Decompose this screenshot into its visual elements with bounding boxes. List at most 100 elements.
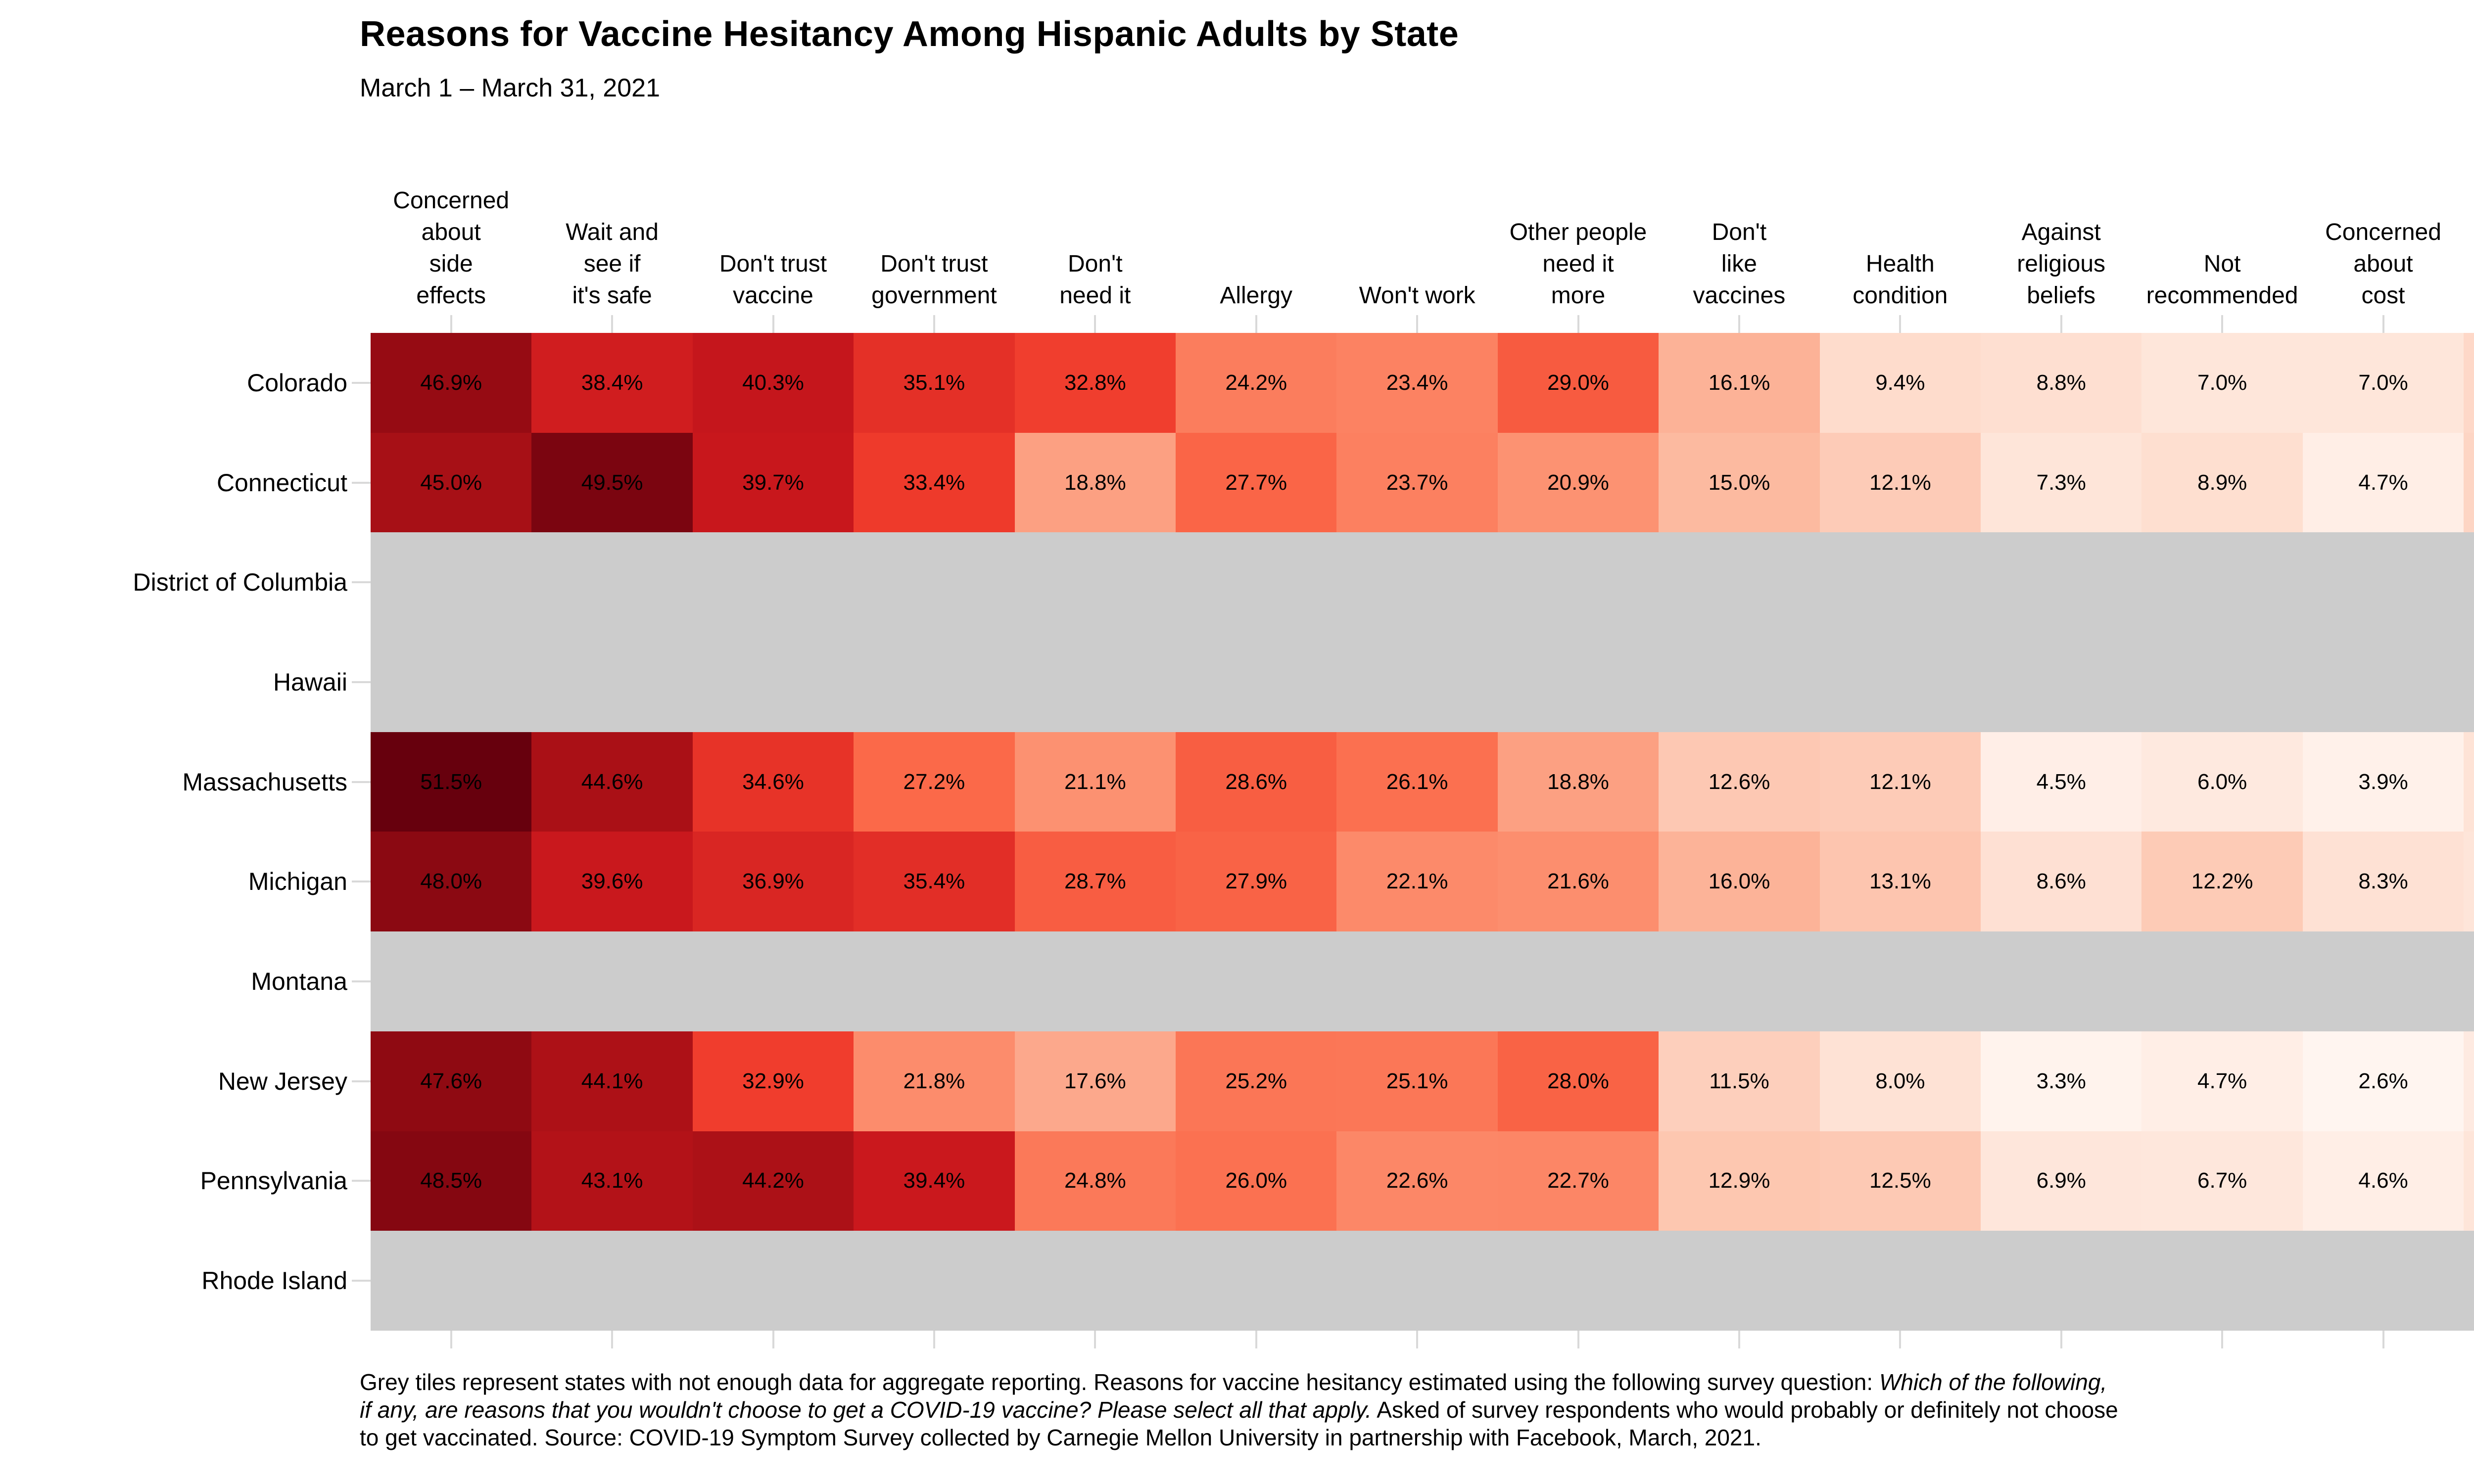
heatmap-cell: 8.3%: [2302, 832, 2464, 932]
heatmap-cell: 11.5%: [1659, 1031, 1820, 1131]
heatmap-cell: 39.6%: [531, 832, 693, 932]
axis-tick-bottom: [1094, 1331, 1096, 1348]
axis-tick-bottom: [1738, 1331, 1740, 1348]
heatmap-na-row: [371, 532, 2474, 633]
heatmap-cell: 27.2%: [854, 732, 1015, 832]
heatmap-cell: 33.4%: [854, 432, 1015, 533]
heatmap-cell: 26.0%: [1176, 1131, 1337, 1231]
heatmap-cell: 28.6%: [1176, 732, 1337, 832]
heatmap-cell: 23.4%: [1336, 333, 1498, 433]
row-label: District of Columbia: [133, 568, 347, 597]
heatmap-cell: 32.9%: [692, 1031, 854, 1131]
column-header: Against religious beliefs: [2017, 219, 2106, 309]
heatmap-cell: 34.6%: [692, 732, 854, 832]
heatmap-row: 45.0% 49.5% 39.7% 33.4% 18.8% 27.7% 23.7% 20.9%…: [371, 432, 2474, 533]
axis-tick-bottom: [2382, 1331, 2384, 1348]
axis-tick-top: [1416, 315, 1419, 333]
heatmap-cell: 48.5%: [371, 1131, 532, 1231]
heatmap-cell: 9.4%: [1819, 333, 1981, 433]
axis-tick-left: [352, 581, 371, 584]
heatmap-cell: 12.9%: [1659, 1131, 1820, 1231]
heatmap-cell: 44.2%: [692, 1131, 854, 1231]
heatmap-cell: 15.0%: [1659, 432, 1820, 533]
heatmap-cell: 28.0%: [1497, 1031, 1659, 1131]
row-label: Hawaii: [273, 668, 347, 696]
heatmap-cell: 6.9%: [1981, 1131, 2142, 1231]
axis-tick-bottom: [2060, 1331, 2062, 1348]
heatmap-cell: 2.6%: [2302, 1031, 2464, 1131]
heatmap-cell: 18.8%: [1497, 732, 1659, 832]
footnote: Grey tiles represent states with not eno…: [360, 1368, 2474, 1451]
heatmap-cell: 47.6%: [371, 1031, 532, 1131]
footnote-text: Asked of survey respondents who would pr…: [1372, 1397, 2118, 1423]
heatmap-cell: 13.1%: [1819, 832, 1981, 932]
heatmap-cell: 35.1%: [854, 333, 1015, 433]
heatmap-na-row: [371, 1231, 2474, 1331]
column-header: Won't work: [1359, 282, 1475, 309]
heatmap-cell: 12.1%: [1819, 432, 1981, 533]
heatmap-cell: 22.1%: [1336, 832, 1498, 932]
column-header: Health condition: [1853, 251, 1948, 309]
heatmap-row: 47.6% 44.1% 32.9% 21.8% 17.6% 25.2% 25.1% 28.0%…: [371, 1031, 2474, 1131]
footnote-survey-question: Which of the following,: [1879, 1369, 2107, 1395]
heatmap-cell: 8.6%: [1981, 832, 2142, 932]
heatmap-cell: 20.9%: [1497, 432, 1659, 533]
heatmap-cell: 10.0%: [2464, 333, 2474, 433]
heatmap-cell: 29.0%: [1497, 333, 1659, 433]
footnote-survey-question: if any, are reasons that you wouldn't ch…: [360, 1397, 1372, 1423]
page-title: Reasons for Vaccine Hesitancy Among Hisp…: [360, 14, 1459, 54]
column-header: Wait and see if it's safe: [566, 219, 659, 309]
axis-tick-bottom: [450, 1331, 452, 1348]
heatmap-cell: 16.1%: [1659, 333, 1820, 433]
heatmap-cell: 22.6%: [1336, 1131, 1498, 1231]
heatmap-cell: 22.7%: [1497, 1131, 1659, 1231]
heatmap-cell: 4.7%: [2302, 432, 2464, 533]
row-labels: Colorado Connecticut District of Columbia H…: [0, 333, 347, 1331]
column-header: Don't trust vaccine: [719, 251, 827, 309]
heatmap-na-row: [371, 931, 2474, 1031]
axis-tick-top: [1899, 315, 1902, 333]
heatmap-cell: 51.5%: [371, 732, 532, 832]
heatmap-cell: 21.1%: [1014, 732, 1176, 832]
column-header: Don't trust government: [871, 251, 997, 309]
heatmap-cell: 49.5%: [531, 432, 693, 533]
footnote-text: Grey tiles represent states with not eno…: [360, 1369, 1879, 1395]
heatmap-cell: 10.5%: [2464, 432, 2474, 533]
heatmap-row: 51.5% 44.6% 34.6% 27.2% 21.1% 28.6% 26.1% 18.8%…: [371, 732, 2474, 832]
heatmap-cell: 4.7%: [2141, 1031, 2303, 1131]
heatmap-row: 48.0% 39.6% 36.9% 35.4% 28.7% 27.9% 22.1% 21.6%…: [371, 832, 2474, 932]
row-label: Rhode Island: [201, 1267, 347, 1295]
heatmap-cell: 7.0%: [2302, 333, 2464, 433]
axis-tick-top: [611, 315, 614, 333]
heatmap-cell: 27.9%: [1176, 832, 1337, 932]
column-header: Don't need it: [1059, 251, 1131, 309]
axis-tick-top: [2060, 315, 2062, 333]
axis-tick-top: [933, 315, 935, 333]
heatmap-row: 48.5% 43.1% 44.2% 39.4% 24.8% 26.0% 22.6% 22.7%…: [371, 1131, 2474, 1231]
heatmap-cell: 4.5%: [1981, 732, 2142, 832]
heatmap-cell: 6.7%: [2141, 1131, 2303, 1231]
heatmap-cell: 46.9%: [371, 333, 532, 433]
heatmap-cell: 7.3%: [2464, 1131, 2474, 1231]
heatmap-cell: 8.8%: [1981, 333, 2142, 433]
heatmap-cell: 12.2%: [2141, 832, 2303, 932]
footnote-line: if any, are reasons that you wouldn't ch…: [360, 1396, 2474, 1424]
heatmap-cell: 18.8%: [1014, 432, 1176, 533]
row-label: Connecticut: [216, 468, 347, 497]
heatmap-cell: 28.7%: [1014, 832, 1176, 932]
axis-tick-bottom: [1899, 1331, 1902, 1348]
heatmap-cell: 39.7%: [692, 432, 854, 533]
axis-tick-bottom: [1416, 1331, 1419, 1348]
axis-tick-bottom: [1577, 1331, 1579, 1348]
footnote-line: Grey tiles represent states with not eno…: [360, 1368, 2474, 1396]
column-header: Don't like vaccines: [1693, 219, 1786, 309]
heatmap-cell: 40.3%: [692, 333, 854, 433]
axis-tick-bottom: [933, 1331, 935, 1348]
column-header: Allergy: [1220, 282, 1293, 309]
heatmap-cell: 23.7%: [1336, 432, 1498, 533]
column-header: Other people need it more: [1509, 219, 1647, 309]
axis-tick-bottom: [1255, 1331, 1257, 1348]
heatmap-cell: 32.8%: [1014, 333, 1176, 433]
heatmap-cell: 44.6%: [531, 732, 693, 832]
heatmap-cell: 24.8%: [1014, 1131, 1176, 1231]
